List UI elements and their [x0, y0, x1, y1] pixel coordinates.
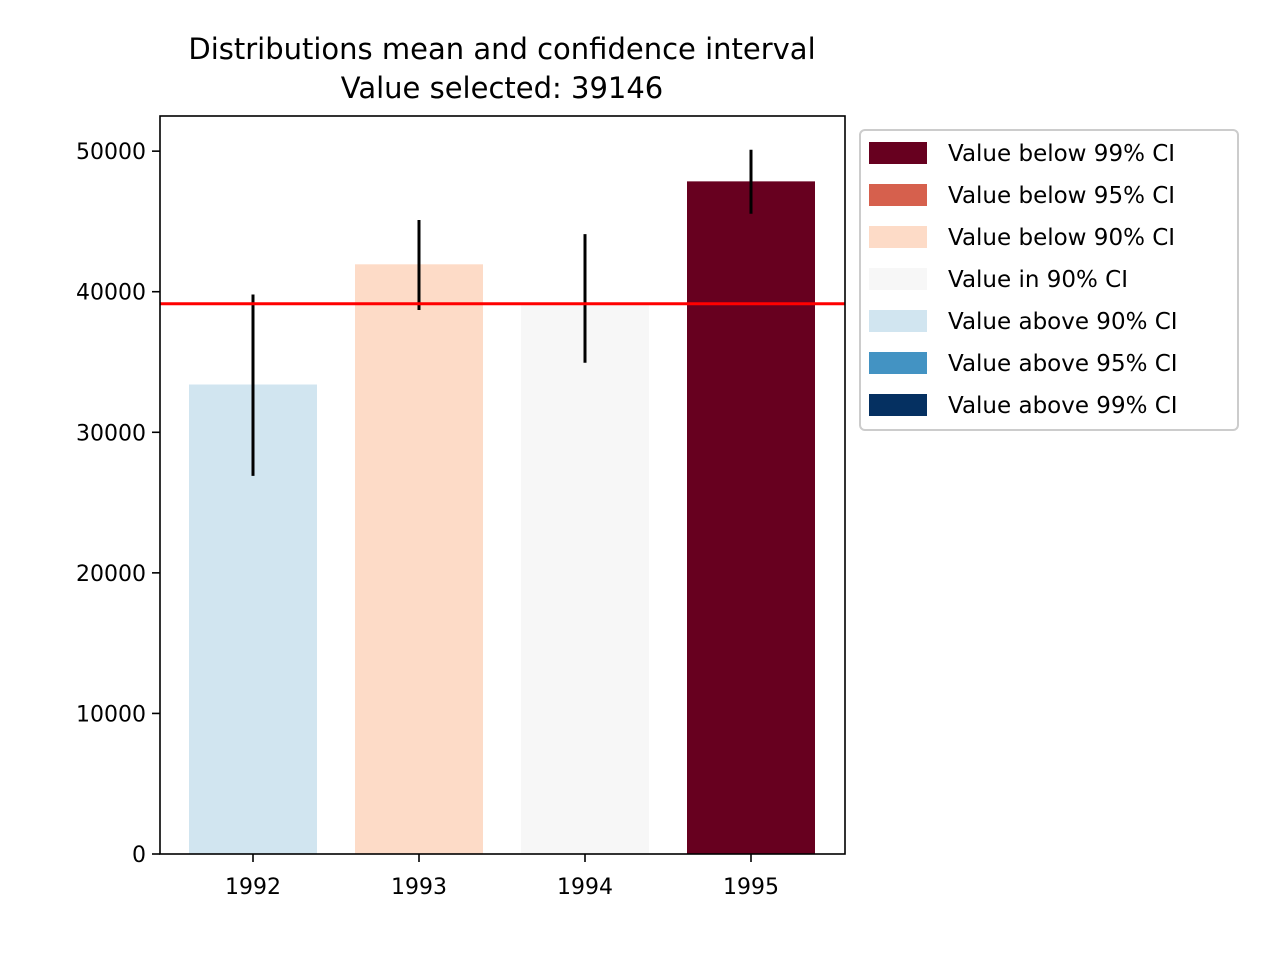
legend: Value below 99% CI Value below 95% CI Valu…: [859, 129, 1239, 431]
y-tick-label: 50000: [76, 140, 146, 165]
legend-swatch: [869, 142, 927, 164]
chart-title: Distributions mean and confidence interv…: [188, 32, 815, 66]
bar-1993: [355, 264, 483, 854]
legend-swatch: [869, 352, 927, 374]
legend-label: Value below 99% CI: [948, 141, 1175, 167]
legend-label: Value in 90% CI: [948, 267, 1128, 293]
bar-1994: [521, 303, 649, 855]
x-tick-label: 1995: [723, 875, 779, 900]
x-tick-label: 1993: [391, 875, 447, 900]
y-tick-label: 20000: [76, 562, 146, 587]
legend-label: Value below 90% CI: [948, 225, 1175, 251]
x-tick-label: 1992: [225, 875, 281, 900]
y-tick-label: 40000: [76, 281, 146, 306]
legend-label: Value above 99% CI: [948, 393, 1178, 419]
plot-area: 0 10000 20000 30000 40000 50000 1992 1993 1994 19…: [76, 115, 846, 900]
legend-swatch: [869, 268, 927, 290]
legend-swatch: [869, 310, 927, 332]
legend-label: Value above 95% CI: [948, 351, 1178, 377]
legend-swatch: [869, 226, 927, 248]
axes-frame: [159, 115, 846, 855]
x-tick-label: 1994: [557, 875, 613, 900]
legend-label: Value below 95% CI: [948, 183, 1175, 209]
y-tick-label: 30000: [76, 421, 146, 446]
y-tick-label: 10000: [76, 702, 146, 727]
legend-swatch: [869, 394, 927, 416]
y-tick-label: 0: [132, 843, 146, 868]
bar-1995: [687, 181, 815, 854]
legend-label: Value above 90% CI: [948, 309, 1178, 335]
legend-swatch: [869, 184, 927, 206]
chart-subtitle: Value selected: 39146: [341, 71, 664, 105]
legend-frame: [859, 129, 1239, 431]
